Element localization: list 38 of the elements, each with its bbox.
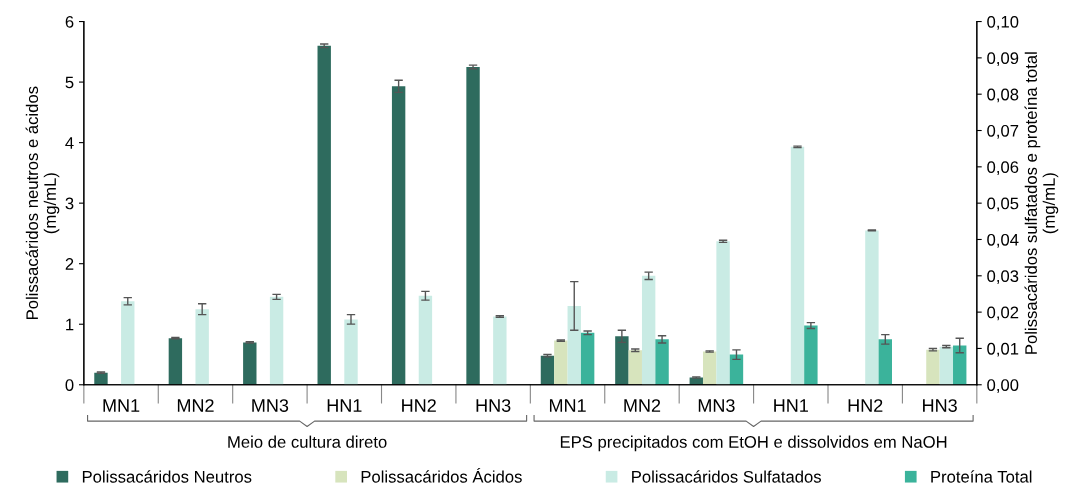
y-tick-label: 5: [65, 76, 74, 89]
y2-tick-label: 0,02: [987, 306, 1019, 321]
x-tick-label: HN3: [923, 399, 957, 412]
y2-tick-label: 0,07: [987, 124, 1019, 139]
legend-label: Proteína Total: [931, 470, 1032, 483]
legend-label: Polissacáridos Neutros: [82, 470, 252, 483]
y-axis-title: Polissacáridos neutros e ácidos (mg/mL): [25, 86, 60, 319]
y-tick-label: 2: [65, 258, 74, 270]
legend-label: Polissacáridos Sulfatados: [632, 470, 821, 483]
legend-label: Polissacáridos Ácidos: [361, 468, 522, 483]
x-tick-label: MN2: [624, 399, 661, 412]
y2-tick-label: 0,06: [987, 161, 1019, 175]
y2-tick-label: 0,09: [987, 52, 1019, 67]
y2-tick-label: 0,01: [987, 342, 1019, 357]
y2-tick-label: 0,10: [987, 15, 1019, 30]
y-tick-label: 3: [65, 197, 74, 210]
y2-axis-title: Polissacáridos sulfatados e proteína total (mg/mL): [1024, 52, 1059, 354]
y2-tick-label: 0,04: [987, 233, 1019, 248]
x-tick-label: MN1: [103, 399, 140, 412]
text: EPS precipitados com EtOH e dissolvidos em NaOH: [560, 435, 947, 452]
y2-tick-label: 0,05: [987, 197, 1019, 212]
x-tick-label: MN3: [698, 399, 735, 412]
x-tick-label: HN1: [774, 399, 808, 412]
x-tick-label: MN3: [252, 399, 289, 412]
x-tick-label: HN1: [327, 399, 362, 412]
text: Meio de cultura direto: [228, 435, 387, 448]
y-tick-label: 1: [66, 318, 74, 331]
y-tick-label: 4: [65, 137, 74, 149]
x-tick-label: MN2: [177, 399, 214, 412]
y2-tick-label: 0,00: [987, 379, 1019, 393]
y2-tick-label: 0,08: [987, 88, 1019, 103]
y-tick-label: 6: [65, 15, 74, 28]
x-tick-label: HN2: [848, 399, 883, 412]
y-tick-label: 0: [65, 379, 74, 391]
x-tick-label: HN2: [402, 399, 436, 412]
y2-tick-label: 0,03: [987, 270, 1019, 284]
x-tick-label: MN1: [549, 399, 586, 412]
x-tick-label: HN3: [476, 399, 511, 412]
